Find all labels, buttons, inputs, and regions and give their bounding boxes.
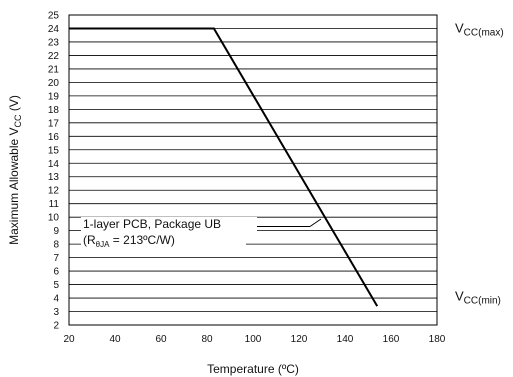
label-layer: 2345678910111213141516171819202122232425… [7,11,504,377]
series-layer [69,27,379,307]
y-tick-label-12: 12 [48,186,60,197]
y-tick-label-15: 15 [48,145,60,156]
vcc-min-label: VCC(min) [455,289,501,307]
annotation-pcb-line-2-suffix: = 213ºC/W) [109,233,174,247]
y-axis-title: Maximum Allowable VCC (V) [7,95,23,245]
annotation-layer: 1-layer PCB, Package UB (RθJA = 213ºC/W) [81,217,322,249]
axis-layer [68,14,438,326]
x-tick-label-180: 180 [429,334,446,345]
y-tick-label-14: 14 [48,159,60,170]
y-tick-label-2: 2 [53,321,59,332]
plot-frame [68,14,438,326]
x-tick-label-140: 140 [337,334,354,345]
y-tick-label-7: 7 [53,253,59,264]
vcc-min-label-subscript: CC(min) [464,296,501,307]
annotation-pcb-line-2: (RθJA = 213ºC/W) [83,233,175,249]
y-axis-title-subscript: CC [13,114,23,127]
annotation-leader-diagonal [309,218,322,227]
y-tick-label-10: 10 [48,213,60,224]
y-tick-label-5: 5 [53,280,59,291]
annotation-background-1 [81,217,257,231]
y-tick-label-6: 6 [53,267,59,278]
y-tick-label-19: 19 [48,91,60,102]
annotation-pcb-line-2-subscript: θJA [96,240,110,249]
y-tick-label-4: 4 [53,294,59,305]
x-axis-title: Temperature (ºC) [207,362,299,376]
annotation-pcb-line-1: 1-layer PCB, Package UB [83,217,221,231]
y-tick-label-20: 20 [48,78,60,89]
y-tick-label-21: 21 [48,64,60,75]
derating-curve-line [69,27,379,307]
y-axis-title-suffix: (V) [7,95,21,114]
y-tick-label-3: 3 [53,307,59,318]
y-tick-label-25: 25 [48,11,60,22]
x-tick-label-40: 40 [109,334,121,345]
x-tick-label-60: 60 [155,334,167,345]
x-tick-label-20: 20 [63,334,75,345]
x-tick-label-120: 120 [291,334,308,345]
x-tick-label-80: 80 [201,334,213,345]
y-tick-label-8: 8 [53,240,59,251]
x-tick-label-160: 160 [383,334,400,345]
vcc-min-label-main: V [455,289,464,304]
annotation-pcb-line-2-prefix: (R [83,233,96,247]
y-tick-label-11: 11 [49,199,60,210]
y-tick-label-16: 16 [48,132,60,143]
y-tick-label-23: 23 [48,37,60,48]
vcc-max-label: VCC(max) [455,21,504,39]
annotation-background-2 [81,232,246,248]
y-tick-label-17: 17 [48,118,60,129]
y-tick-label-18: 18 [48,105,60,116]
x-tick-label-100: 100 [245,334,262,345]
vcc-max-label-main: V [455,21,464,36]
y-tick-label-13: 13 [48,172,60,183]
y-tick-label-22: 22 [48,51,60,62]
y-tick-label-9: 9 [53,226,59,237]
y-axis-title-prefix: Maximum Allowable V [7,127,21,244]
y-tick-label-24: 24 [48,24,60,35]
vcc-max-label-subscript: CC(max) [464,28,504,39]
